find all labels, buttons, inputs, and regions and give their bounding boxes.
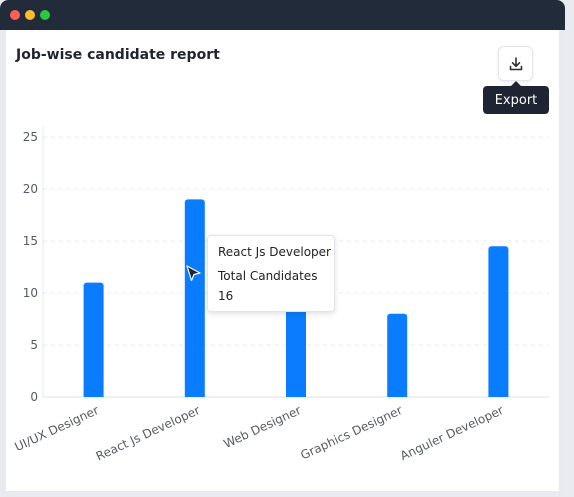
bar — [286, 293, 306, 397]
report-card: Job-wise candidate report Export 0 5 10 15 2… — [6, 30, 559, 491]
y-tick-label: 25 — [23, 130, 38, 144]
bar — [184, 199, 205, 397]
bar-base — [286, 394, 306, 397]
x-tick-label: React Js Developer — [94, 403, 202, 463]
minimize-window-button[interactable] — [25, 10, 35, 20]
bar — [83, 282, 104, 397]
page-title: Job-wise candidate report — [16, 47, 220, 63]
x-tick-label: UI/UX Designer — [13, 403, 101, 454]
tooltip-value: 16 — [218, 289, 234, 303]
y-tick-label: 15 — [23, 234, 38, 248]
maximize-window-button[interactable] — [40, 10, 50, 20]
bar-base — [83, 394, 104, 397]
bar-base — [488, 394, 509, 397]
x-tick-label: Web Designer — [221, 403, 303, 451]
bar-base — [184, 394, 205, 397]
bar-base — [387, 394, 408, 397]
export-tooltip: Export — [483, 81, 549, 114]
window-titlebar — [0, 0, 565, 30]
x-tick-label: Anguler Developer — [398, 403, 506, 463]
y-tick-label: 10 — [23, 286, 38, 300]
download-icon — [509, 56, 522, 70]
chart-tooltip: React Js Developer Total Candidates 16 — [207, 235, 335, 312]
export-button[interactable] — [498, 46, 533, 81]
tooltip-label: Total Candidates — [218, 269, 318, 283]
y-tick-label: 5 — [30, 338, 38, 352]
mouse-cursor-icon — [186, 265, 201, 282]
close-window-button[interactable] — [10, 10, 20, 20]
bar — [488, 246, 509, 397]
tooltip-category: React Js Developer — [218, 245, 331, 259]
y-tick-label: 0 — [30, 390, 38, 404]
bar — [387, 313, 408, 397]
y-tick-label: 20 — [23, 182, 38, 196]
x-tick-label: Graphics Designer — [298, 403, 404, 462]
